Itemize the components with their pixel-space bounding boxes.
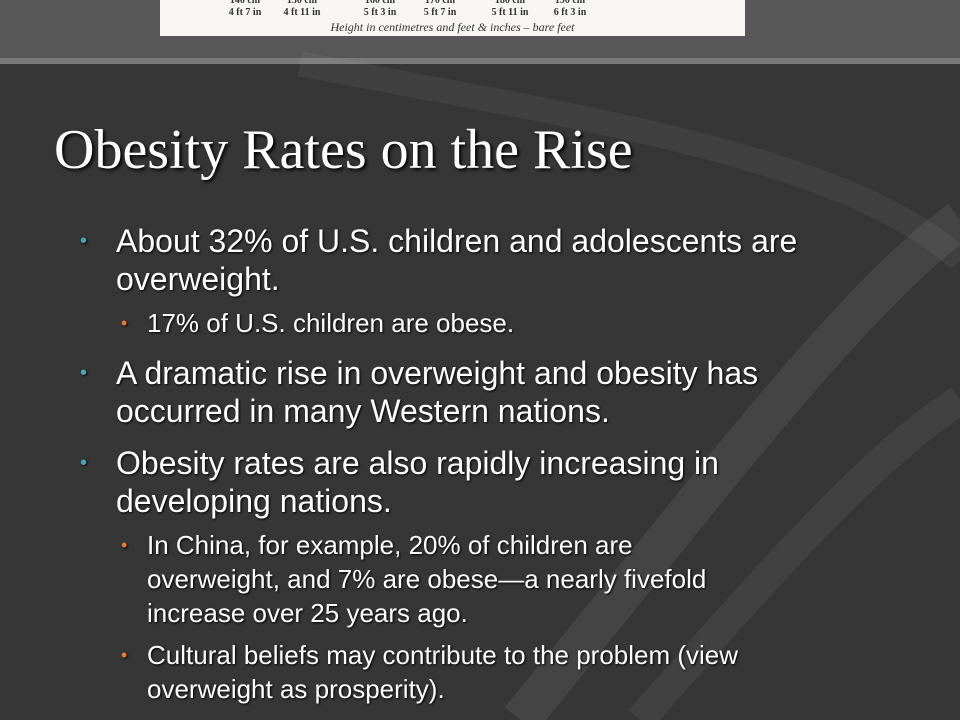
bullet-text: 17% of U.S. children are obese. xyxy=(147,308,515,338)
ft-label: 5 ft 7 in xyxy=(423,7,457,18)
ft-label: 6 ft 3 in xyxy=(553,7,587,18)
cm-label: 160 cm xyxy=(364,0,396,6)
ft-label: 4 ft 11 in xyxy=(283,7,321,18)
figure-caption: Height in centimetres and feet & inches … xyxy=(330,20,575,34)
bullet-text: overweight as prosperity). xyxy=(147,674,445,704)
cm-label: 140 cm xyxy=(229,0,261,6)
bullet-text: overweight, and 7% are obese—a nearly fi… xyxy=(147,564,707,594)
bullet-text: overweight. xyxy=(116,261,280,297)
bullet-text: occurred in many Western nations. xyxy=(116,393,610,429)
bullet: • In China, for example, 20% of children … xyxy=(0,528,960,630)
bullet-list: • About 32% of U.S. children and adolesce… xyxy=(0,208,960,706)
bullet: • A dramatic rise in overweight and obesi… xyxy=(0,354,960,430)
slide-title: Obesity Rates on the Rise xyxy=(54,119,633,181)
bullet-dot: • xyxy=(80,452,88,474)
bullet-dot: • xyxy=(121,313,128,333)
bullet-text: Cultural beliefs may contribute to the p… xyxy=(147,640,739,670)
figure-strip: Height in centimetres and feet & inches … xyxy=(160,0,745,36)
bullet: • Obesity rates are also rapidly increasi… xyxy=(0,444,960,520)
bullet-dot: • xyxy=(80,230,88,252)
bullet-text: A dramatic rise in overweight and obesit… xyxy=(116,355,759,391)
ft-label: 5 ft 3 in xyxy=(363,7,397,18)
bullet-text: increase over 25 years ago. xyxy=(147,598,468,628)
cm-label: 150 cm xyxy=(286,0,318,6)
cm-label: 190 cm xyxy=(554,0,586,6)
bullet: • Cultural beliefs may contribute to the … xyxy=(0,638,960,706)
bullet-text: Obesity rates are also rapidly increasin… xyxy=(116,445,719,481)
bullet-dot: • xyxy=(80,362,88,384)
cm-label: 170 cm xyxy=(424,0,456,6)
bullet: • About 32% of U.S. children and adolesce… xyxy=(0,222,960,298)
bullet-text: developing nations. xyxy=(116,483,392,519)
bullet-dot: • xyxy=(121,645,128,665)
bullet: • 17% of U.S. children are obese. xyxy=(0,306,960,340)
ft-label: 5 ft 11 in xyxy=(491,7,529,18)
cm-label: 180 cm xyxy=(494,0,526,6)
bullet-text: About 32% of U.S. children and adolescen… xyxy=(116,223,798,259)
bullet-dot: • xyxy=(121,535,128,555)
ft-label: 4 ft 7 in xyxy=(228,7,262,18)
bullet-text: In China, for example, 20% of children a… xyxy=(147,530,633,560)
